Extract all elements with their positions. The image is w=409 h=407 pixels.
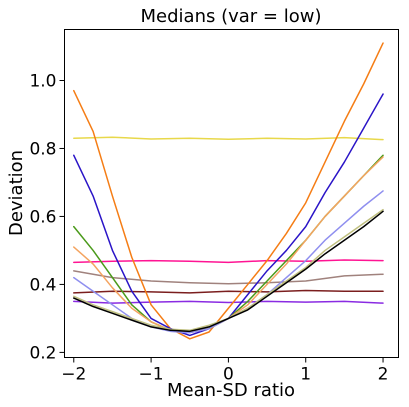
series-line-6 bbox=[73, 42, 384, 340]
x-tick-label: 2 bbox=[378, 365, 389, 385]
ticks-layer: −2 −1 0 1 2 0.2 0.4 0.6 0.8 1.0 bbox=[29, 71, 388, 384]
series-line-7 bbox=[73, 93, 384, 337]
series-layer bbox=[73, 42, 384, 340]
series-line-5 bbox=[73, 300, 384, 304]
x-tick-label: −2 bbox=[61, 365, 86, 385]
y-tick-label: 1.0 bbox=[29, 71, 56, 91]
series-line-4 bbox=[73, 289, 384, 294]
series-line-1 bbox=[73, 136, 384, 141]
series-line-12 bbox=[73, 210, 384, 333]
y-tick-label: 0.8 bbox=[29, 139, 56, 159]
y-tick-label: 0.2 bbox=[29, 343, 56, 363]
x-axis-label: Mean-SD ratio bbox=[167, 380, 295, 401]
series-line-2 bbox=[73, 259, 384, 264]
x-tick-label: 1 bbox=[300, 365, 311, 385]
series-line-11 bbox=[73, 208, 384, 332]
series-line-3 bbox=[73, 270, 384, 285]
y-axis-label: Deviation bbox=[6, 150, 27, 236]
series-line-8 bbox=[73, 154, 384, 333]
y-tick-label: 0.6 bbox=[29, 207, 56, 227]
chart-title: Medians (var = low) bbox=[141, 6, 322, 27]
x-tick-label: −1 bbox=[139, 365, 164, 385]
y-tick-label: 0.4 bbox=[29, 275, 56, 295]
x-tick-label: 0 bbox=[223, 365, 234, 385]
plot-frame bbox=[64, 29, 399, 358]
